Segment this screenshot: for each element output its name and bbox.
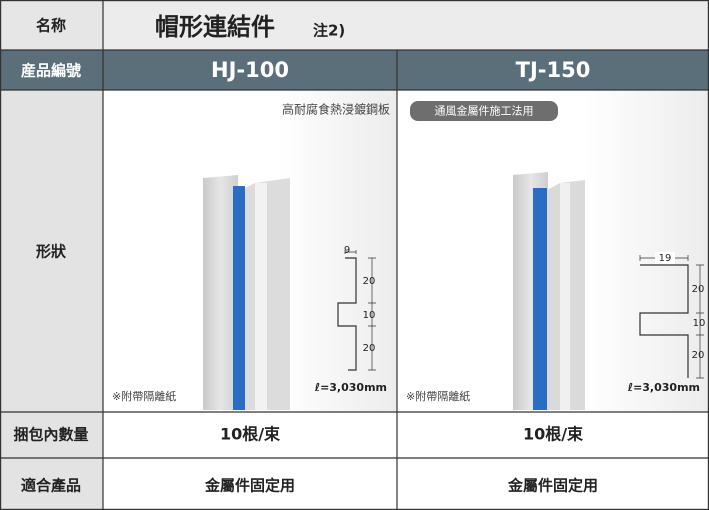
row-label: 産品編號 — [21, 62, 81, 80]
title-note: 注2) — [313, 22, 345, 40]
badge — [410, 101, 558, 121]
dimension: 20 — [692, 284, 705, 295]
row-label: 形狀 — [36, 243, 67, 261]
dimension: 20 — [692, 350, 705, 361]
length: ℓ=3,030mm — [314, 381, 387, 394]
cell-text: 10根/束 — [523, 425, 584, 444]
note: ※附帶隔離紙 — [112, 389, 176, 403]
dimension: 9 — [344, 245, 350, 256]
row-label: 捆包內數量 — [13, 426, 88, 444]
material: 高耐腐食熱浸鍍鋼板 — [282, 102, 390, 117]
profile-drawing — [337, 250, 376, 371]
dimension: 10 — [693, 318, 706, 329]
badge-text: 通風金屬件施工法用 — [435, 104, 534, 118]
cell-text: 金屬件固定用 — [507, 477, 598, 495]
dimension: 20 — [363, 343, 376, 354]
dimension: 19 — [659, 253, 672, 264]
product-code: HJ-100 — [211, 58, 289, 82]
product-row-bg — [0, 50, 709, 90]
length: ℓ=3,030mm — [627, 381, 700, 394]
row-label: 名称 — [36, 17, 66, 35]
label-bg — [655, 252, 675, 264]
title: 帽形連結件 — [155, 13, 275, 41]
cell-text: 金屬件固定用 — [204, 477, 295, 495]
cell-bg — [103, 412, 709, 510]
title-bg — [103, 0, 709, 50]
dimension: 10 — [363, 310, 376, 321]
product-code: TJ-150 — [516, 58, 591, 82]
note: ※附帶隔離紙 — [406, 389, 470, 403]
profile-drawing — [639, 255, 704, 379]
cell-text: 10根/束 — [220, 425, 281, 444]
label-col-bg — [0, 90, 103, 510]
row-label: 適合產品 — [21, 477, 81, 495]
dimension: 20 — [363, 276, 376, 287]
product-image — [203, 175, 290, 410]
product-image — [513, 172, 585, 410]
